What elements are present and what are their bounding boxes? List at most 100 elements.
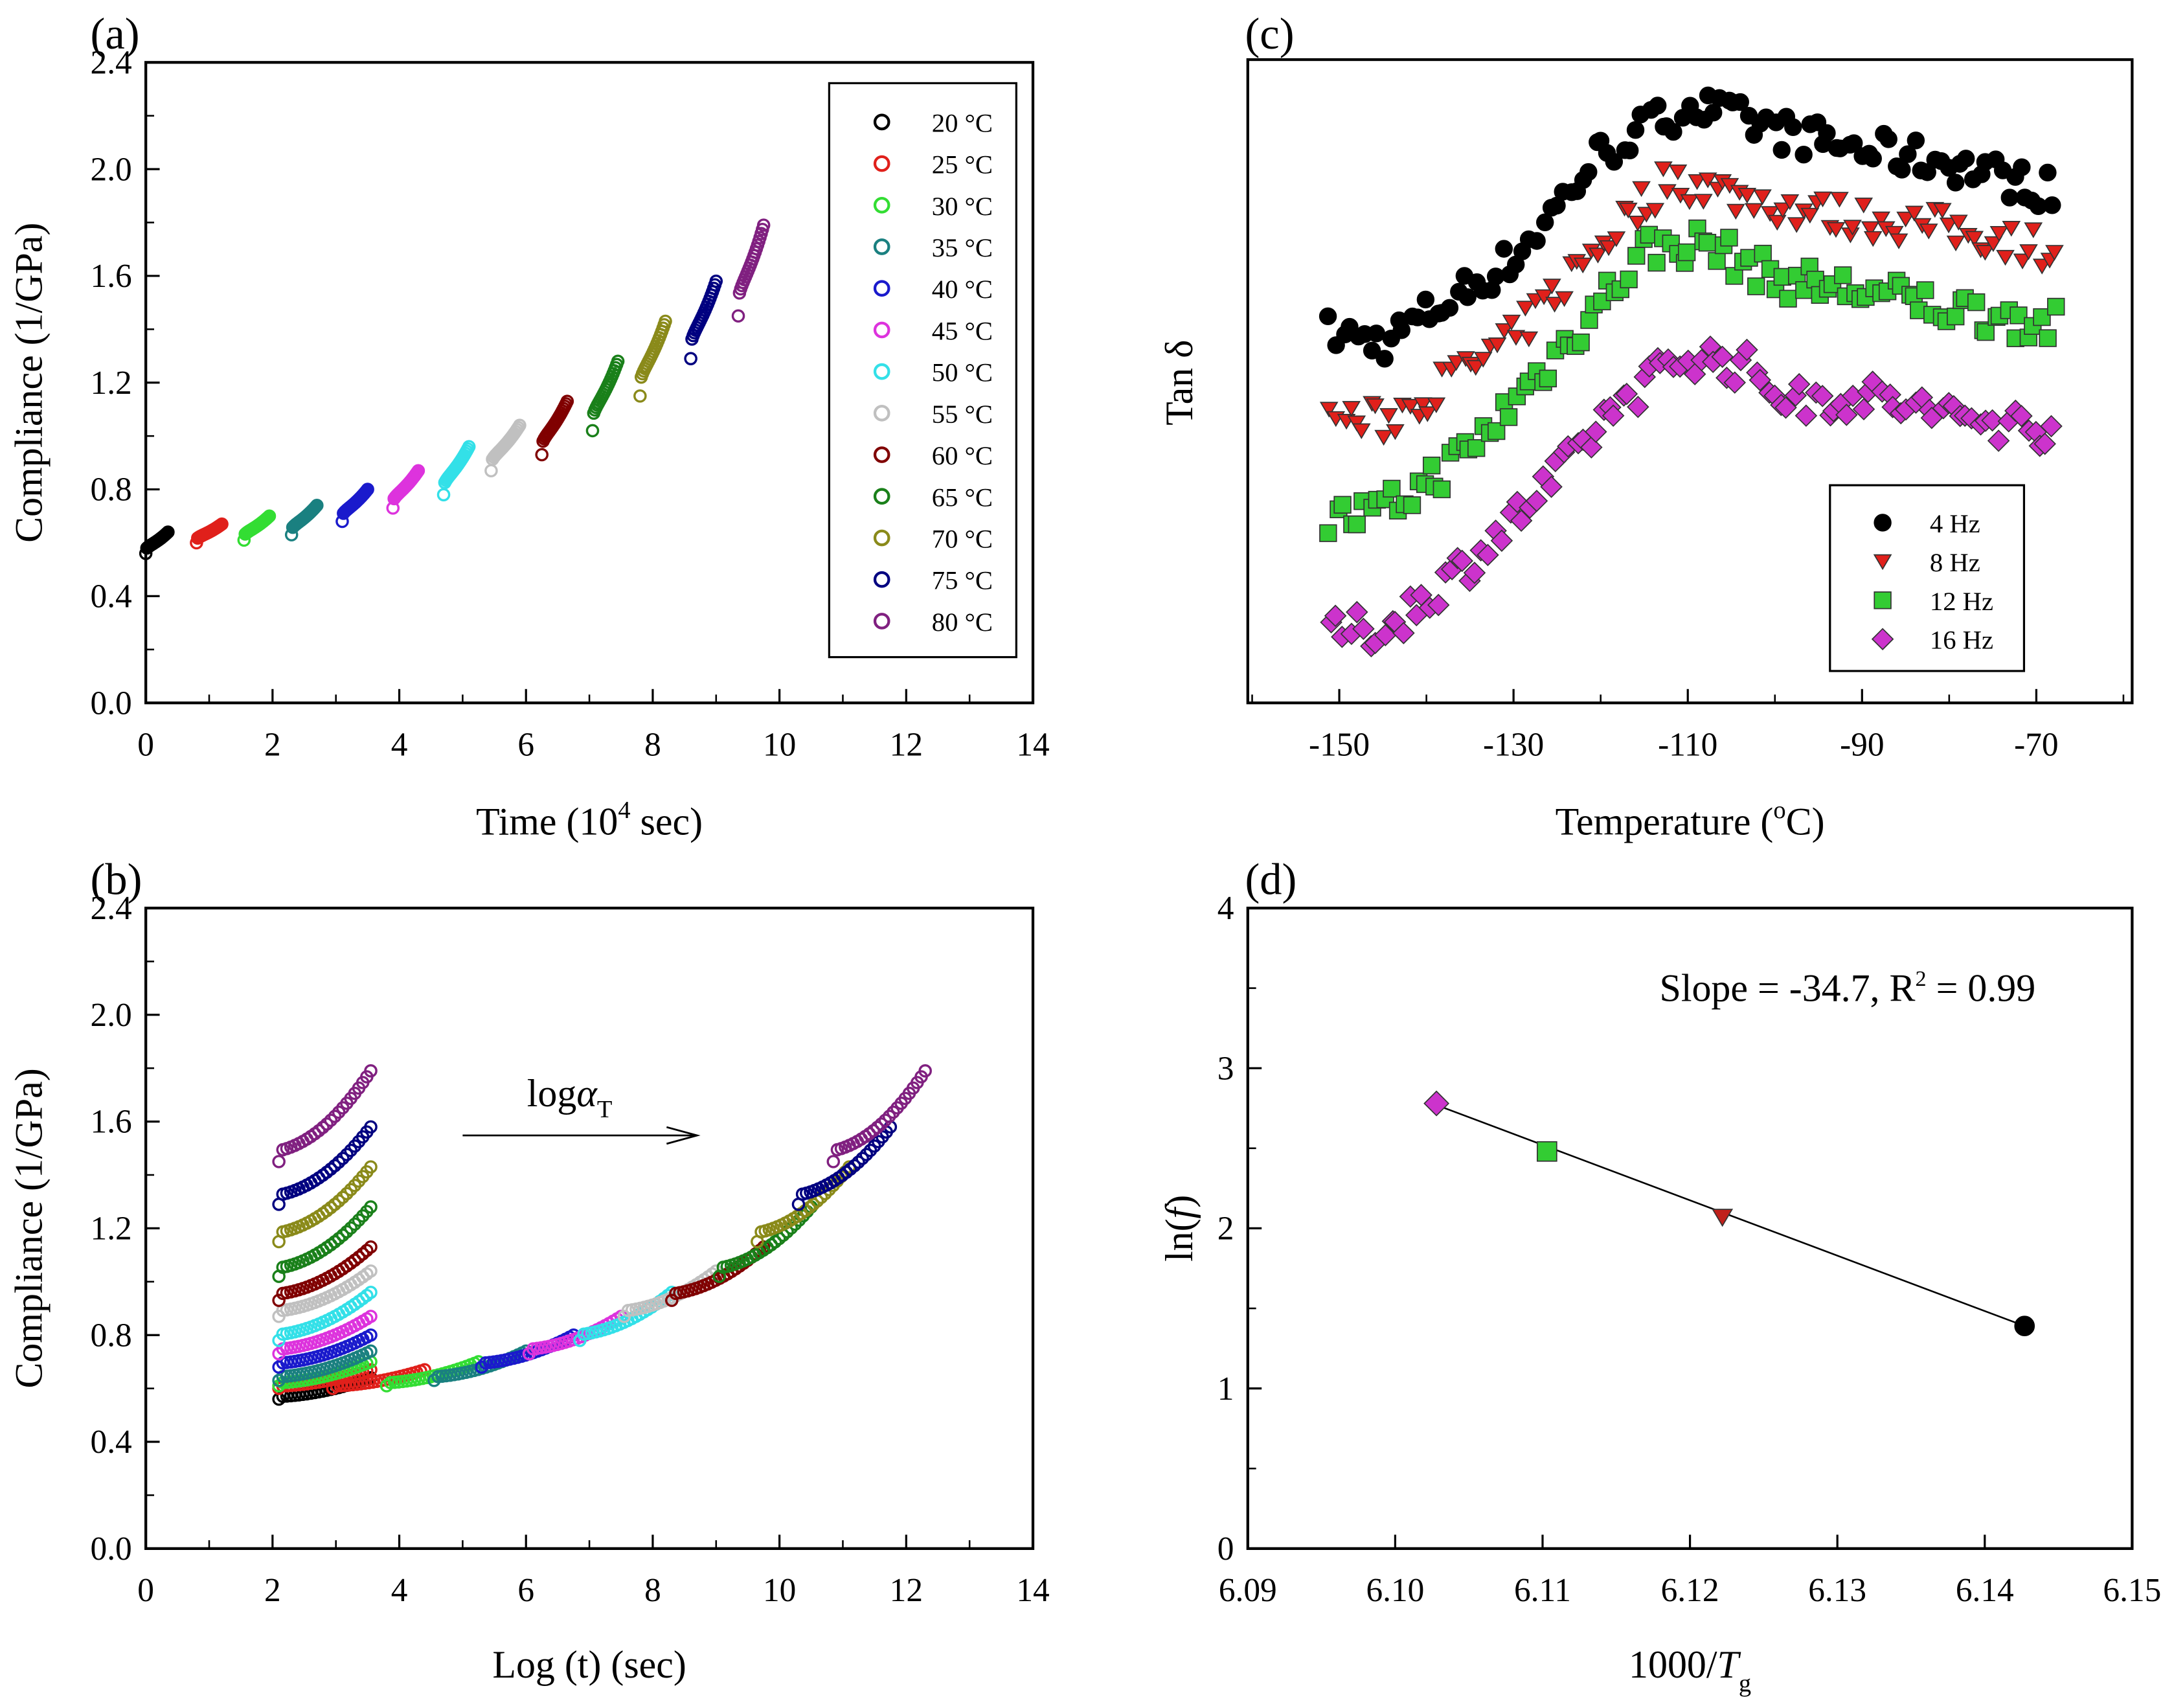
legend-label: 8 Hz	[1930, 548, 1980, 577]
tan-delta-point-12-Hz	[1333, 495, 1352, 514]
unshifted-point-80C	[272, 1155, 286, 1168]
tan-delta-point-12-Hz	[1779, 290, 1797, 308]
tan-delta-point-16-Hz	[1711, 345, 1734, 369]
tan-delta-point-4-Hz	[1899, 145, 1917, 163]
tan-delta-point-4-Hz	[1845, 134, 1863, 152]
tan-delta-point-12-Hz	[1647, 253, 1666, 272]
tan-delta-point-8-Hz	[1854, 198, 1874, 214]
shifted-point-80C	[918, 1064, 932, 1078]
unshifted-point-70C	[332, 1194, 346, 1208]
data-point-55C	[484, 464, 498, 478]
x-tick-label: 6.15	[2103, 1572, 2161, 1609]
legend-label: 45 °C	[932, 316, 993, 345]
panel-b-label: (b)	[91, 855, 142, 904]
arrhenius-point-diamond	[1423, 1090, 1450, 1117]
x-tick-label: 4	[391, 1572, 408, 1609]
tan-delta-point-16-Hz	[1463, 562, 1486, 584]
tan-delta-point-16-Hz	[1835, 404, 1858, 426]
legend-label: 65 °C	[932, 483, 993, 512]
data-point-60C	[560, 394, 574, 408]
tan-delta-point-8-Hz	[1632, 181, 1651, 198]
panel-c-label: (c)	[1245, 9, 1295, 58]
tan-delta-point-4-Hz	[1495, 240, 1513, 258]
slope-annotation: Slope = -34.7, R2 = 0.99	[1659, 966, 2035, 1010]
tan-delta-point-8-Hz	[1830, 192, 1849, 208]
tan-delta-point-16-Hz	[1477, 543, 1499, 567]
tan-delta-point-8-Hz	[1519, 331, 1539, 348]
data-point-70C	[659, 314, 672, 328]
tan-delta-point-8-Hz	[1919, 223, 1938, 240]
unshifted-point-70C	[336, 1190, 350, 1204]
tan-delta-point-4-Hz	[1864, 150, 1882, 168]
tan-delta-point-8-Hz	[1896, 211, 1915, 228]
panel-b-ylabel: Compliance (1/GPa)	[8, 1068, 51, 1388]
tan-delta-point-4-Hz	[1458, 288, 1477, 306]
tan-delta-point-8-Hz	[1506, 330, 1526, 346]
tan-delta-point-8-Hz	[1773, 202, 1793, 218]
legend-marker	[873, 446, 890, 463]
data-point-45C	[411, 464, 425, 478]
tan-delta-point-8-Hz	[1826, 222, 1846, 238]
legend-label: 75 °C	[932, 566, 993, 595]
legend-box	[1829, 484, 2026, 672]
tan-delta-point-16-Hz	[1723, 371, 1747, 394]
tan-delta-point-4-Hz	[1907, 131, 1925, 150]
unshifted-point-40C	[364, 1328, 378, 1342]
tan-delta-point-8-Hz	[1473, 352, 1493, 368]
tan-delta-point-8-Hz	[1989, 225, 2009, 242]
tan-delta-point-16-Hz	[2010, 404, 2033, 427]
tan-delta-point-8-Hz	[1427, 397, 1446, 413]
tan-delta-point-8-Hz	[1573, 257, 1592, 274]
unshifted-point-70C	[344, 1183, 357, 1196]
legend-label: 16 Hz	[1930, 626, 1993, 655]
y-tick-label: 0	[1217, 1531, 1234, 1567]
data-point-80C	[756, 218, 771, 232]
x-tick-label: 8	[644, 1572, 661, 1609]
tan-delta-point-8-Hz	[1939, 217, 1958, 234]
arrhenius-point-circle	[2014, 1315, 2035, 1337]
tan-delta-point-8-Hz	[1984, 236, 2003, 253]
tan-delta-point-8-Hz	[1744, 203, 1763, 220]
shifted-point-80C	[882, 1110, 896, 1123]
data-point-50C	[436, 488, 451, 502]
tan-delta-point-12-Hz	[1627, 247, 1646, 265]
tan-delta-point-16-Hz	[1811, 385, 1834, 407]
tan-delta-point-8-Hz	[1760, 206, 1780, 222]
tan-delta-point-4-Hz	[1367, 325, 1386, 343]
unshifted-point-80C	[364, 1064, 378, 1078]
tan-delta-point-8-Hz	[1932, 203, 1952, 219]
tan-delta-point-16-Hz	[1525, 490, 1548, 512]
data-point-80C	[731, 309, 745, 323]
tan-delta-point-4-Hz	[1392, 321, 1410, 339]
data-point-20C	[161, 525, 175, 539]
tan-delta-point-8-Hz	[1628, 215, 1647, 232]
unshifted-point-35C	[364, 1344, 378, 1358]
panel-c-frame	[1246, 58, 2134, 705]
tan-delta-point-4-Hz	[1946, 174, 1965, 192]
y-tick-label: 3	[1217, 1050, 1234, 1087]
tan-delta-point-16-Hz	[1749, 369, 1772, 392]
legend-marker	[1871, 628, 1894, 650]
tan-delta-point-16-Hz	[1352, 617, 1375, 641]
shifted-point-75C	[855, 1152, 869, 1165]
tan-delta-point-8-Hz	[1658, 184, 1677, 200]
tan-delta-point-4-Hz	[1818, 124, 1836, 142]
tan-delta-point-8-Hz	[1738, 188, 1757, 204]
tan-delta-point-8-Hz	[2013, 253, 2032, 269]
tan-delta-point-8-Hz	[1589, 247, 1607, 264]
legend-label: 60 °C	[932, 441, 993, 470]
legend-marker	[873, 113, 890, 131]
legend-label: 40 °C	[932, 275, 993, 304]
unshifted-point-65C	[364, 1200, 378, 1214]
unshifted-point-60C	[272, 1293, 286, 1307]
tan-delta-point-8-Hz	[1698, 172, 1717, 188]
x-tick-label: 12	[890, 727, 923, 764]
panel-b-xlabel: Log (t) (sec)	[492, 1643, 686, 1686]
y-tick-label: 1.6	[91, 258, 132, 295]
tan-delta-point-4-Hz	[1664, 122, 1682, 141]
legend-marker	[873, 196, 890, 214]
data-point-55C	[513, 418, 527, 432]
tan-delta-point-8-Hz	[1996, 249, 2015, 266]
arrhenius-point-square	[1536, 1141, 1557, 1162]
shifted-point-75C	[852, 1156, 865, 1169]
